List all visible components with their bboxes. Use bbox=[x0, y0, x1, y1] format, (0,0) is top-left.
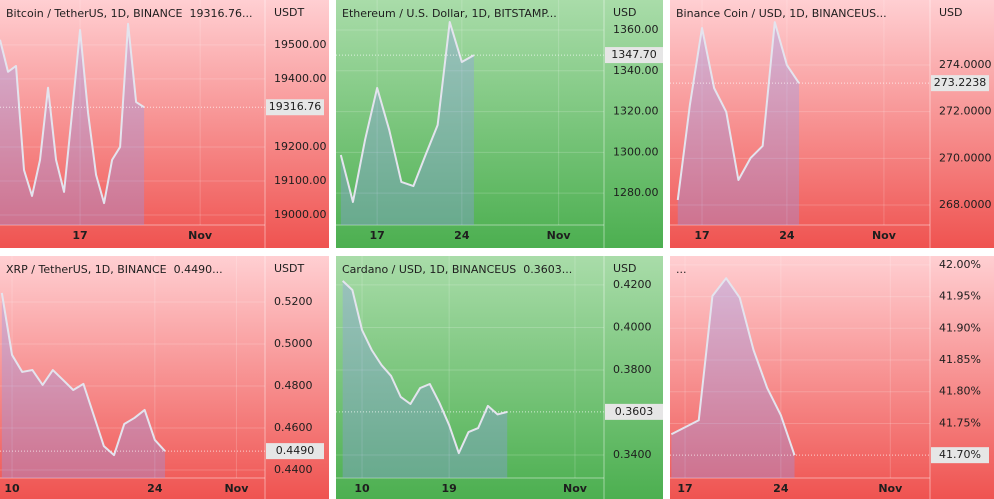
line bbox=[341, 280, 508, 455]
y-tick-label: 0.3400 bbox=[613, 448, 652, 461]
axis-unit: USDT bbox=[274, 6, 305, 19]
y-tick-label: 41.80% bbox=[939, 385, 981, 398]
x-tick-label: 24 bbox=[454, 229, 470, 242]
last-value-label: 0.4490 bbox=[276, 444, 315, 457]
line bbox=[0, 22, 145, 205]
chart-title: Binance Coin / USD, 1D, BINANCEUS... bbox=[676, 7, 887, 20]
x-tick-label: Nov bbox=[224, 482, 249, 495]
chart-title: ... bbox=[676, 263, 687, 276]
axis-unit: USD bbox=[613, 6, 637, 19]
last-value-label: 1347.70 bbox=[611, 48, 657, 61]
y-tick-label: 1320.00 bbox=[613, 105, 659, 118]
line bbox=[339, 21, 475, 203]
y-tick-label: 41.95% bbox=[939, 290, 981, 303]
chart-panel: 17 24 Nov 1280.00 1300.00 1320.00 1340.00 1360.… bbox=[336, 0, 663, 248]
chart-title: Cardano / USD, 1D, BINANCEUS 0.3603... bbox=[342, 263, 572, 276]
y-tick-label: 41.85% bbox=[939, 353, 981, 366]
y-tick-label: 0.4400 bbox=[274, 463, 313, 476]
x-tick-label: 17 bbox=[677, 482, 692, 495]
area bbox=[340, 22, 474, 226]
last-value-box bbox=[605, 403, 663, 420]
area bbox=[677, 22, 800, 226]
chart-title: XRP / TetherUS, 1D, BINANCE 0.4490... bbox=[6, 263, 223, 276]
y-tick-label: 274.0000 bbox=[939, 58, 992, 71]
y-tick-label: 19000.00 bbox=[274, 208, 327, 221]
axis-unit: USD bbox=[939, 6, 963, 19]
x-tick-label: 17 bbox=[369, 229, 384, 242]
panel-background bbox=[336, 256, 663, 499]
y-tick-label: 270.0000 bbox=[939, 151, 992, 164]
chart-panel: 17 24 Nov 268.0000 270.0000 272.0000 274.0000 B… bbox=[670, 0, 994, 248]
last-value-label: 41.70% bbox=[939, 448, 981, 461]
y-tick-label: 1280.00 bbox=[613, 186, 659, 199]
chart-title: Ethereum / U.S. Dollar, 1D, BITSTAMP... bbox=[342, 7, 557, 20]
y-tick-label: 272.0000 bbox=[939, 105, 992, 118]
panel-background bbox=[0, 0, 329, 248]
last-value-box bbox=[605, 47, 663, 64]
x-tick-label: 10 bbox=[354, 482, 370, 495]
x-tick-label: 24 bbox=[773, 482, 789, 495]
x-tick-label: Nov bbox=[188, 229, 213, 242]
last-value-box bbox=[931, 75, 989, 92]
last-value-label: 273.2238 bbox=[934, 76, 987, 89]
axis-unit: USDT bbox=[274, 262, 305, 275]
line bbox=[0, 292, 166, 457]
chart-panel: 17 Nov 19000.00 19100.00 19200.00 19400.00 195… bbox=[0, 0, 329, 248]
y-tick-label: 42.00% bbox=[939, 258, 981, 271]
x-tick-label: 24 bbox=[147, 482, 163, 495]
chart-panel: 10 19 Nov 0.3400 0.3800 0.4000 0.4200 Cardano /… bbox=[336, 256, 663, 499]
line bbox=[670, 277, 796, 456]
y-tick-label: 19400.00 bbox=[274, 72, 327, 85]
panel-background bbox=[670, 0, 994, 248]
y-tick-label: 0.4600 bbox=[274, 421, 313, 434]
panel-background bbox=[336, 0, 663, 248]
last-value-label: 19316.76 bbox=[269, 100, 322, 113]
last-value-box bbox=[931, 447, 989, 464]
x-tick-label: Nov bbox=[878, 482, 903, 495]
y-tick-label: 41.75% bbox=[939, 416, 981, 429]
area bbox=[342, 280, 508, 478]
x-tick-label: 19 bbox=[441, 482, 456, 495]
y-tick-label: 0.3800 bbox=[613, 363, 652, 376]
y-tick-label: 19500.00 bbox=[274, 38, 327, 51]
x-tick-label: 24 bbox=[779, 229, 795, 242]
x-tick-label: Nov bbox=[872, 229, 897, 242]
y-tick-label: 41.90% bbox=[939, 321, 981, 334]
y-tick-label: 0.4800 bbox=[274, 379, 313, 392]
chart-title: Bitcoin / TetherUS, 1D, BINANCE 19316.76… bbox=[6, 7, 252, 20]
last-value-box bbox=[266, 99, 324, 116]
y-tick-label: 268.0000 bbox=[939, 198, 992, 211]
last-value-box bbox=[266, 443, 324, 460]
y-tick-label: 19100.00 bbox=[274, 174, 327, 187]
y-tick-label: 1340.00 bbox=[613, 64, 659, 77]
y-tick-label: 1360.00 bbox=[613, 23, 659, 36]
y-tick-label: 19200.00 bbox=[274, 140, 327, 153]
y-tick-label: 0.4000 bbox=[613, 320, 652, 333]
area bbox=[0, 23, 145, 225]
area bbox=[671, 278, 795, 478]
y-tick-label: 0.5000 bbox=[274, 337, 313, 350]
chart-panel: 10 24 Nov 0.4400 0.4600 0.4800 0.5000 0.5200 XRP… bbox=[0, 256, 329, 499]
chart-panel: 17 24 Nov 41.75% 41.80% 41.85% 41.90% 41.95% 42.… bbox=[670, 256, 994, 499]
x-tick-label: Nov bbox=[547, 229, 572, 242]
axis-unit: USD bbox=[613, 262, 637, 275]
y-tick-label: 1300.00 bbox=[613, 145, 659, 158]
x-tick-label: 17 bbox=[72, 229, 87, 242]
x-tick-label: 17 bbox=[694, 229, 709, 242]
last-value-label: 0.3603 bbox=[615, 405, 654, 418]
x-tick-label: Nov bbox=[563, 482, 588, 495]
x-tick-label: 10 bbox=[4, 482, 20, 495]
y-tick-label: 0.4200 bbox=[613, 278, 652, 291]
y-tick-label: 0.5200 bbox=[274, 295, 313, 308]
line bbox=[676, 21, 800, 201]
